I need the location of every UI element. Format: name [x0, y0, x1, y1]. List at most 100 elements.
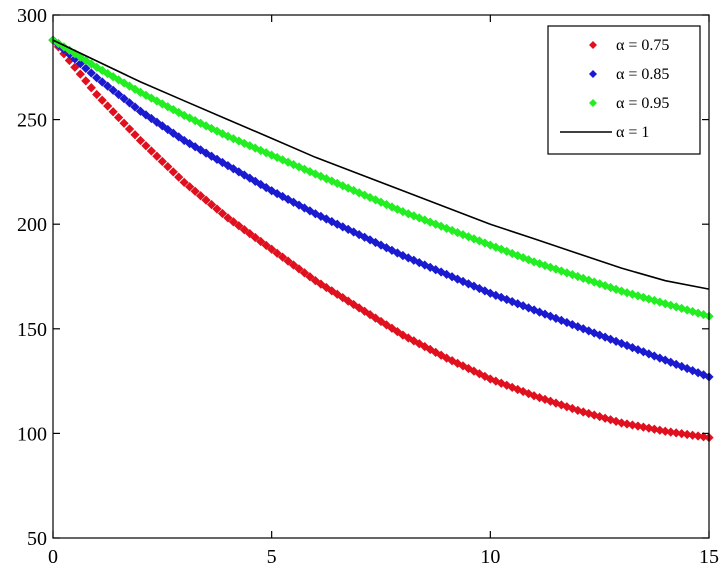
data-point — [387, 323, 397, 333]
y-tick-label: 50 — [27, 528, 47, 550]
data-point — [168, 128, 178, 138]
data-point — [174, 132, 184, 142]
data-point — [605, 415, 616, 425]
data-point — [698, 432, 709, 442]
data-point — [578, 407, 588, 417]
data-point — [288, 260, 299, 270]
series-3 — [52, 39, 710, 290]
data-point — [605, 282, 616, 293]
y-tick-label: 200 — [17, 214, 47, 236]
legend-label: α = 0.85 — [616, 66, 669, 83]
data-point — [589, 410, 599, 420]
data-point — [228, 217, 239, 227]
data-point — [277, 252, 288, 262]
data-point — [212, 204, 222, 214]
data-point — [75, 52, 85, 62]
data-point — [589, 328, 599, 338]
x-tick-label: 10 — [480, 546, 500, 568]
legend-marker-swatch — [589, 99, 597, 107]
legend-label: α = 0.75 — [616, 37, 669, 54]
data-point — [354, 303, 364, 313]
data-point — [305, 272, 315, 282]
data-point — [146, 146, 157, 156]
data-point — [108, 107, 118, 117]
data-point — [163, 162, 173, 172]
x-tick-label: 5 — [267, 546, 277, 568]
data-point — [97, 77, 107, 87]
data-point — [152, 117, 162, 127]
data-point — [666, 427, 676, 437]
data-point — [310, 169, 321, 179]
data-point — [267, 186, 277, 196]
data-point — [256, 236, 266, 247]
data-point — [86, 83, 96, 93]
data-point — [119, 78, 129, 88]
legend-label: α = 1 — [616, 124, 649, 141]
data-point — [92, 62, 102, 72]
data-point — [272, 248, 282, 258]
data-point — [687, 430, 698, 440]
data-point — [660, 355, 670, 365]
data-point — [103, 68, 113, 79]
data-point — [81, 63, 91, 73]
data-point — [327, 286, 337, 296]
data-point — [573, 405, 583, 416]
data-point — [217, 208, 228, 219]
data-point — [135, 135, 146, 146]
legend-item-2: α = 0.95 — [589, 95, 669, 112]
plot-area-frame — [52, 14, 710, 539]
data-point — [108, 85, 118, 95]
data-point — [666, 357, 676, 367]
data-point — [644, 423, 654, 433]
data-point — [250, 232, 260, 243]
y-tick-label: 300 — [17, 5, 47, 27]
data-point — [92, 73, 102, 83]
data-point — [370, 313, 381, 323]
data-point — [671, 302, 681, 312]
legend-marker-swatch — [589, 70, 597, 78]
data-point — [349, 299, 359, 310]
data-point — [168, 167, 178, 177]
data-point — [146, 93, 157, 103]
data-point — [343, 296, 353, 306]
data-point — [644, 294, 654, 304]
data-point — [103, 101, 113, 111]
data-point — [359, 306, 370, 316]
series-line-3 — [52, 39, 710, 290]
data-point — [206, 199, 217, 210]
data-point — [135, 106, 146, 116]
data-point — [97, 65, 107, 76]
y-tick-label: 250 — [17, 110, 47, 132]
data-point — [288, 159, 299, 170]
data-point — [584, 408, 594, 419]
data-point — [113, 89, 124, 100]
data-point — [578, 273, 588, 283]
data-point — [660, 299, 670, 309]
series-2 — [48, 35, 714, 321]
data-point — [523, 389, 534, 399]
data-point — [655, 353, 665, 363]
data-point — [261, 240, 271, 251]
data-point — [655, 297, 665, 307]
data-point — [338, 293, 348, 303]
data-point — [687, 366, 698, 376]
legend-items: α = 0.75 α = 0.85 α = 0.95 α = 1 — [560, 37, 669, 141]
data-point — [567, 403, 577, 414]
data-point — [649, 295, 659, 306]
x-tick-label: 0 — [48, 546, 58, 568]
data-point — [589, 277, 599, 287]
data-point — [682, 429, 692, 440]
legend-item-0: α = 0.75 — [589, 37, 669, 54]
data-point — [584, 275, 594, 285]
data-point — [392, 327, 403, 337]
data-point — [523, 303, 534, 313]
data-point — [507, 248, 517, 259]
data-point — [294, 264, 304, 274]
data-point — [660, 426, 670, 436]
data-point — [97, 95, 107, 105]
data-point — [103, 81, 113, 91]
data-point — [81, 76, 91, 86]
data-point — [562, 268, 572, 278]
data-point — [201, 195, 211, 205]
data-point — [141, 141, 151, 151]
